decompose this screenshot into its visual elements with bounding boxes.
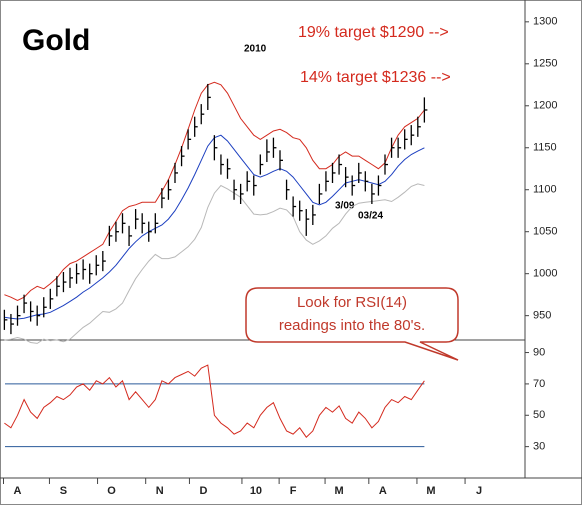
x-tick-label: M	[426, 485, 435, 497]
annotation: 14% target $1236 -->	[300, 69, 451, 86]
y-tick-label: 1250	[533, 58, 557, 70]
annotation: 3/09	[335, 201, 355, 212]
y-tick-label: 1100	[533, 184, 557, 196]
y-tick-label: 1050	[533, 226, 557, 238]
x-tick-label: M	[334, 485, 343, 497]
x-tick-label: A	[14, 485, 22, 497]
x-tick-label: 10	[250, 485, 262, 497]
year-label: 2010	[244, 44, 267, 55]
y-tick-label: 70	[533, 378, 545, 390]
y-tick-label: 90	[533, 346, 545, 358]
x-tick-label: N	[156, 485, 164, 497]
chart-title: Gold	[22, 24, 90, 57]
y-tick-label: 30	[533, 441, 545, 453]
y-tick-label: 50	[533, 409, 545, 421]
callout-text: readings into the 80's.	[279, 317, 425, 334]
rsi-line	[4, 364, 425, 438]
x-tick-label: F	[290, 485, 297, 497]
y-tick-label: 1200	[533, 100, 557, 112]
callout-text: Look for RSI(14)	[297, 294, 407, 311]
x-tick-label: D	[199, 485, 207, 497]
y-tick-label: 950	[533, 310, 551, 322]
annotation: 03/24	[358, 211, 383, 222]
band-line	[4, 81, 425, 302]
x-tick-label: S	[60, 485, 67, 497]
y-tick-label: 1300	[533, 16, 557, 28]
x-tick-label: O	[107, 485, 116, 497]
annotation: 19% target $1290 -->	[298, 24, 449, 41]
y-tick-label: 1150	[533, 142, 557, 154]
band-line	[4, 183, 425, 344]
x-tick-label: A	[379, 485, 387, 497]
callout-bubble	[245, 287, 459, 361]
x-tick-label: J	[476, 485, 482, 497]
y-tick-label: 1000	[533, 268, 557, 280]
